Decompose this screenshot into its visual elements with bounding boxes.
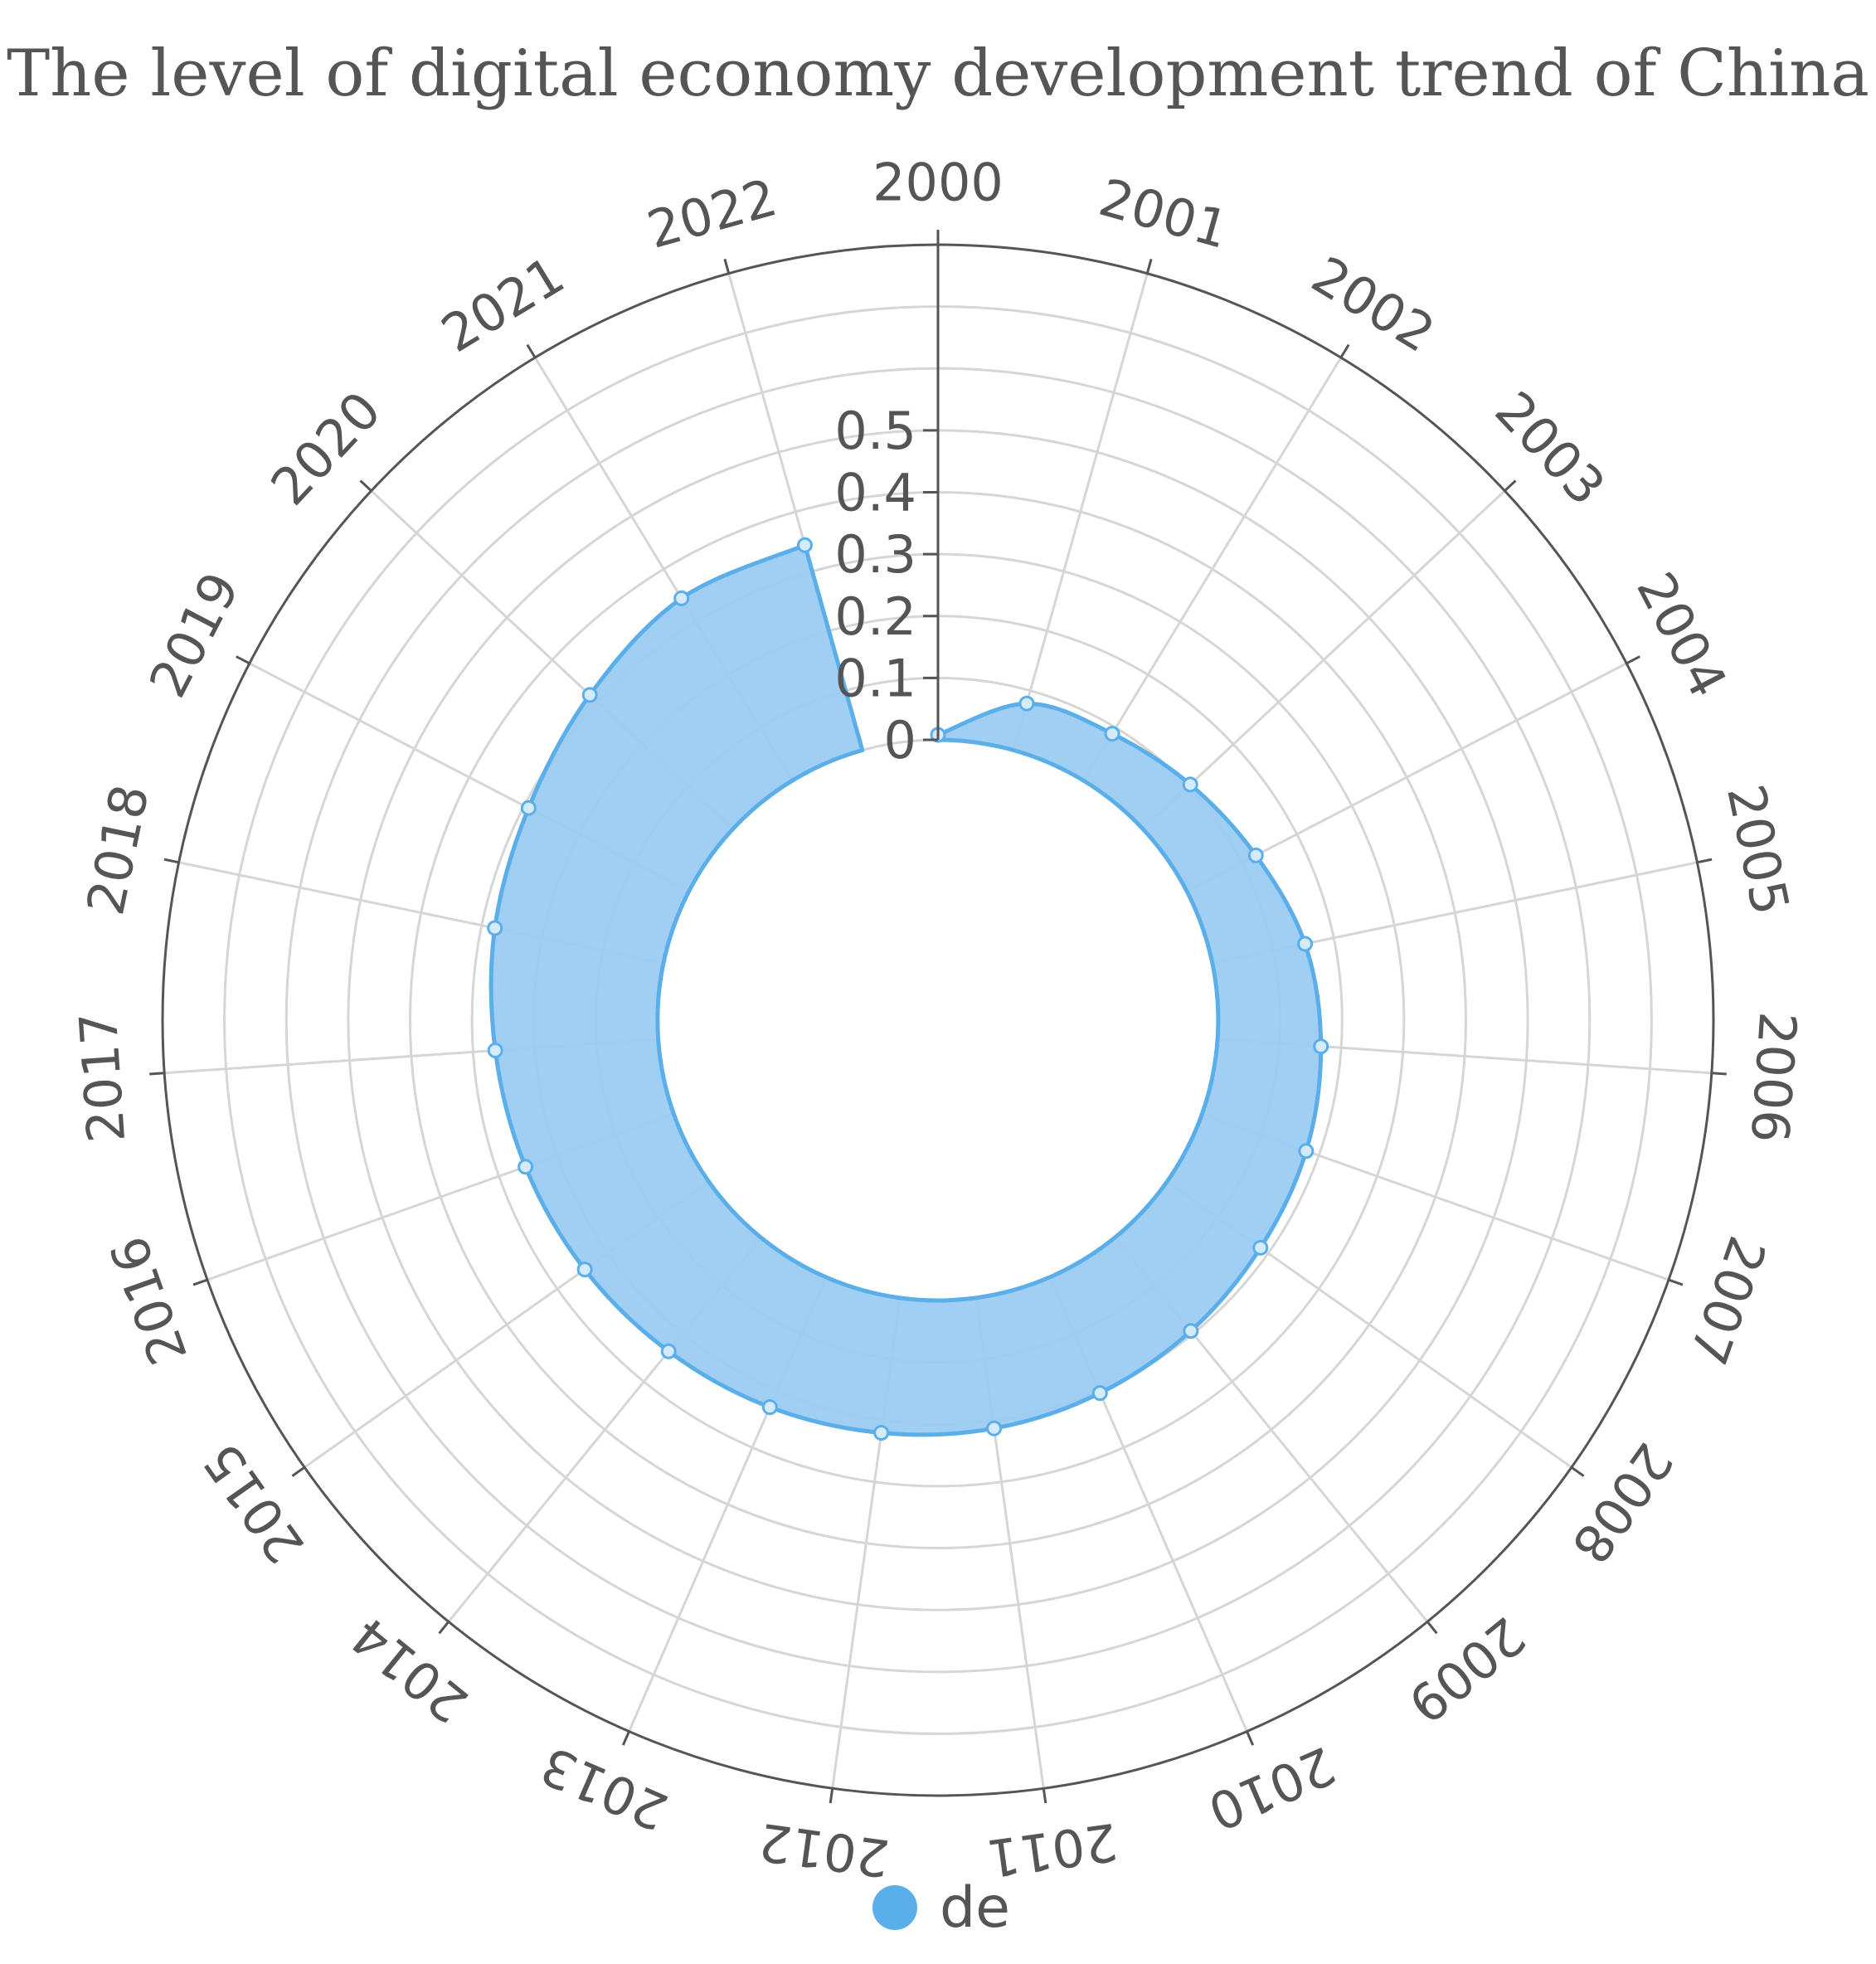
radial-tick-label: 0.3 <box>834 524 916 585</box>
category-label-2006: 2006 <box>1739 1010 1809 1145</box>
data-point-2001 <box>1018 695 1035 712</box>
outer-tick <box>236 655 250 665</box>
category-label-2020: 2020 <box>259 380 392 517</box>
outer-tick <box>1246 1731 1255 1746</box>
data-point-2004 <box>1247 847 1264 863</box>
data-point-2014 <box>660 1343 677 1359</box>
outer-tick <box>192 1278 208 1286</box>
data-point-2016 <box>518 1159 534 1175</box>
outer-tick <box>723 258 731 275</box>
category-label-2015: 2015 <box>192 1432 317 1574</box>
data-point-2019 <box>520 800 537 816</box>
data-point-2010 <box>1091 1385 1108 1402</box>
category-label-2016: 2016 <box>98 1229 199 1373</box>
legend[interactable]: de <box>872 1875 1010 1941</box>
category-label-2017: 2017 <box>68 1010 138 1145</box>
data-point-2002 <box>1104 726 1120 742</box>
outer-tick <box>1426 1621 1438 1635</box>
category-label-2007: 2007 <box>1677 1229 1778 1373</box>
outer-tick <box>149 1072 165 1076</box>
category-label-2019: 2019 <box>137 562 250 707</box>
radial-tick-label: 0.2 <box>834 586 916 647</box>
radial-tick-label: 0 <box>884 710 916 771</box>
data-point-2013 <box>761 1399 778 1416</box>
outer-tick <box>291 1466 305 1477</box>
data-point-2020 <box>581 687 598 703</box>
category-label-2003: 2003 <box>1484 380 1617 517</box>
grid-spoke <box>1141 489 1506 830</box>
category-label-2010: 2010 <box>1199 1734 1344 1842</box>
data-point-2022 <box>797 537 813 553</box>
legend-label: de <box>940 1875 1010 1941</box>
data-point-2003 <box>1182 776 1198 793</box>
data-point-2008 <box>1252 1239 1269 1256</box>
data-point-2007 <box>1298 1143 1315 1159</box>
series-area <box>488 542 1324 1437</box>
category-label-2012: 2012 <box>755 1811 892 1889</box>
grid-spoke <box>1012 273 1149 751</box>
outer-tick <box>1504 479 1517 492</box>
category-label-2018: 2018 <box>75 780 161 920</box>
data-point-2017 <box>487 1043 503 1058</box>
radial-tick-label: 0.4 <box>834 463 916 523</box>
category-label-2009: 2009 <box>1397 1605 1536 1734</box>
legend-marker <box>872 1885 917 1930</box>
outer-tick <box>1145 258 1153 275</box>
outer-tick <box>1697 858 1713 864</box>
radial-tick-label: 0.5 <box>834 401 916 461</box>
category-label-2008: 2008 <box>1560 1432 1685 1574</box>
category-label-2001: 2001 <box>1093 167 1236 260</box>
outer-tick <box>1339 343 1350 358</box>
category-label-2004: 2004 <box>1625 562 1738 707</box>
outer-tick <box>621 1731 630 1746</box>
outer-tick <box>829 1788 834 1804</box>
category-label-2022: 2022 <box>641 167 784 260</box>
outer-tick <box>163 858 179 864</box>
outer-tick <box>1626 655 1640 665</box>
grid-spoke <box>1082 357 1343 781</box>
outer-tick <box>1711 1072 1727 1076</box>
chart-title: The level of digital economy development… <box>7 36 1869 111</box>
radial-axis: 00.10.20.30.40.5 <box>834 245 940 771</box>
data-point-2009 <box>1183 1323 1199 1339</box>
data-point-2006 <box>1313 1038 1329 1055</box>
data-point-2005 <box>1297 936 1314 952</box>
data-point-2018 <box>487 920 503 936</box>
category-label-2014: 2014 <box>339 1605 479 1734</box>
category-label-2000: 2000 <box>872 153 1004 213</box>
data-point-2021 <box>673 590 690 606</box>
category-label-2005: 2005 <box>1715 780 1801 920</box>
data-point-2012 <box>873 1425 890 1441</box>
outer-tick <box>359 479 372 492</box>
outer-tick <box>438 1621 450 1635</box>
outer-tick <box>1571 1466 1585 1477</box>
grid-ring <box>656 738 1220 1302</box>
radial-tick-label: 0.1 <box>834 648 916 708</box>
data-point-2011 <box>986 1420 1003 1437</box>
outer-tick <box>526 343 537 358</box>
data-point-2015 <box>576 1262 593 1278</box>
series-de-area <box>488 542 1324 1437</box>
category-label-2013: 2013 <box>532 1734 677 1842</box>
outer-tick <box>1668 1278 1684 1286</box>
outer-tick <box>1042 1788 1047 1804</box>
